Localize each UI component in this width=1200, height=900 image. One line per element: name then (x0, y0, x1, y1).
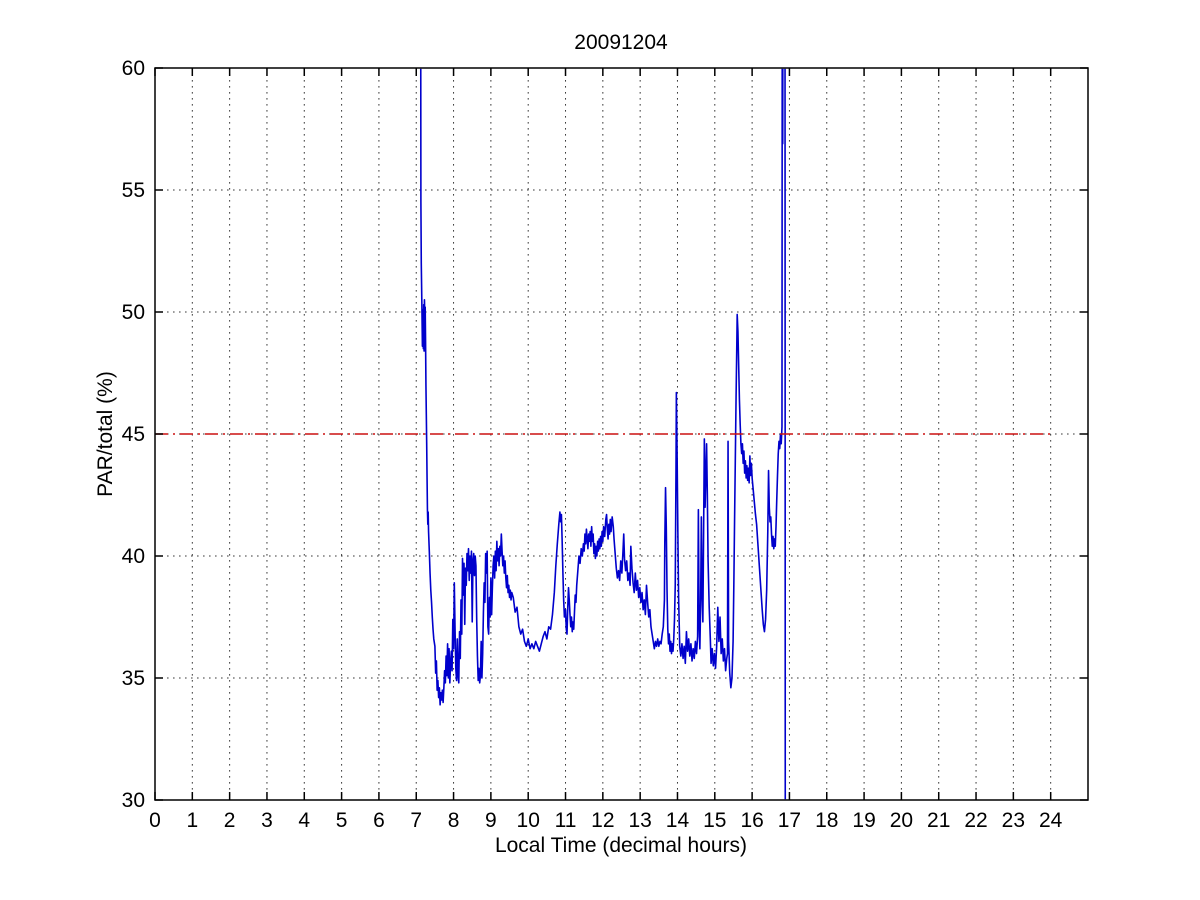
y-tick-labels: 30 35 40 45 50 55 60 (122, 57, 145, 812)
x-tick-label: 18 (815, 809, 838, 832)
series-lines (155, 68, 1051, 800)
x-tick-label: 0 (149, 809, 161, 832)
x-tick-label: 7 (410, 809, 422, 832)
y-tick-label: 40 (122, 545, 145, 568)
x-tick-label: 15 (703, 809, 726, 832)
y-tick-label: 50 (122, 301, 145, 324)
x-tick-label: 5 (336, 809, 348, 832)
x-tick-label: 21 (927, 809, 950, 832)
x-tick-label: 14 (666, 809, 690, 832)
tick-marks (154, 67, 1088, 801)
x-tick-label: 16 (740, 809, 763, 832)
y-tick-label: 60 (122, 57, 145, 80)
x-tick-label: 6 (373, 809, 385, 832)
x-tick-label: 17 (778, 809, 801, 832)
y-tick-label: 55 (122, 179, 145, 202)
x-tick-label: 8 (448, 809, 460, 832)
x-tick-label: 1 (186, 809, 198, 832)
x-tick-label: 13 (628, 809, 651, 832)
x-tick-label: 11 (555, 809, 577, 832)
chart-title: 20091204 (574, 31, 668, 54)
x-axis-label: Local Time (decimal hours) (495, 834, 747, 857)
x-tick-label: 2 (224, 809, 236, 832)
x-tick-label: 4 (298, 809, 310, 832)
x-tick-labels: 0 1 2 3 4 5 6 7 8 9 10 11 12 13 14 15 16 17 18 19 20 21 22 23 24 (149, 809, 1063, 832)
x-tick-label: 10 (517, 809, 540, 832)
y-axis-label: PAR/total (%) (94, 371, 117, 497)
x-tick-label: 9 (485, 809, 497, 832)
x-tick-label: 3 (261, 809, 273, 832)
y-tick-label: 45 (122, 423, 145, 446)
x-tick-label: 22 (964, 809, 987, 832)
x-tick-label: 20 (890, 809, 913, 832)
x-tick-label: 19 (852, 809, 875, 832)
x-tick-label: 12 (591, 809, 614, 832)
y-tick-label: 35 (122, 667, 145, 690)
par-total-ratio-line (419, 68, 787, 800)
x-tick-label: 23 (1002, 809, 1025, 832)
y-tick-label: 30 (122, 789, 145, 812)
x-tick-label: 24 (1039, 809, 1063, 832)
